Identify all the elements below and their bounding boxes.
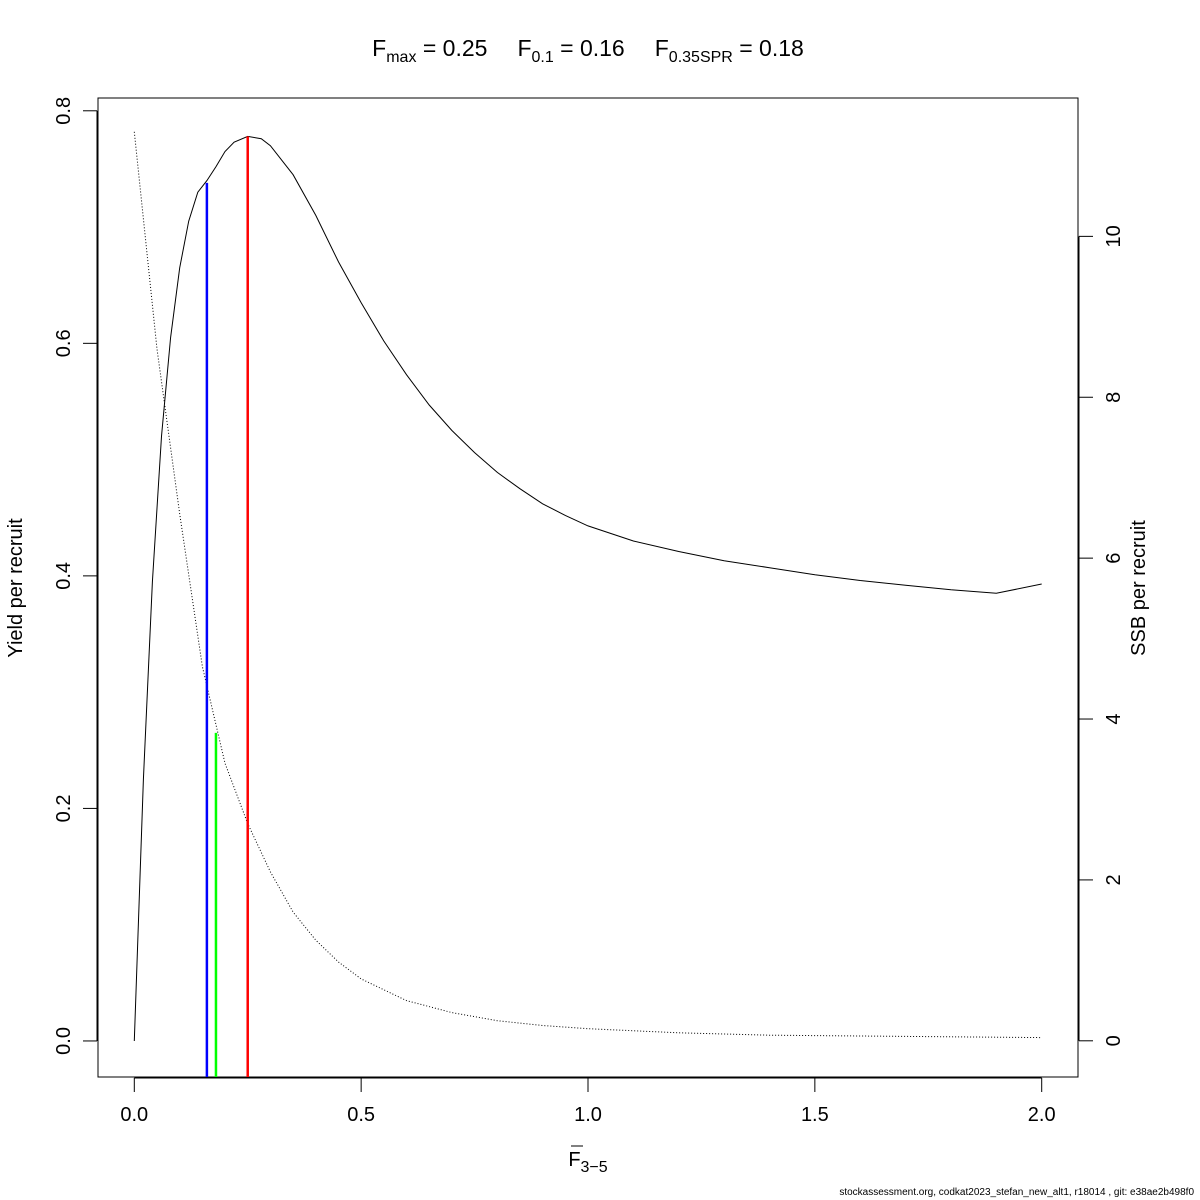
x-tick-label: 1.5 [801,1104,829,1126]
y-tick-label: 0.2 [53,795,75,823]
x-tick-label: 0.0 [120,1104,148,1126]
reference-lines [205,136,249,1077]
y-tick-label: 0.6 [53,329,75,357]
title-fmax-eq: = 0.25 [416,35,487,61]
yield-per-recruit-line [133,135,1042,1042]
series-layer [133,131,1042,1042]
y2-tick-label: 4 [1103,713,1125,724]
x-axis-label: F3−5 [568,1149,607,1176]
title-fmax-base: F [372,35,386,61]
footer-credit: stockassessment.org, codkat2023_stefan_n… [839,1187,1194,1198]
x-tick-label: 0.5 [347,1104,375,1126]
x-axis-label-base: F [568,1149,580,1171]
ssb-per-recruit-line [133,131,1042,1039]
chart-title: Fmax = 0.25 F0.1 = 0.16 F0.35SPR = 0.18 [372,35,804,66]
title-fmax-sub: max [386,49,416,66]
y-tick-label: 0.8 [53,97,75,125]
title-fspr-base: F [655,35,669,61]
axes: 0.0 0.5 1.0 1.5 2.0 0.0 0.2 0.4 0.6 0.8 0 2 4 6 8 10 [53,97,1125,1126]
y2-tick-label: 10 [1103,225,1125,247]
y2-tick-label: 0 [1103,1035,1125,1046]
y2-tick-label: 8 [1103,392,1125,403]
title-f01-base: F [517,35,531,61]
x-axis-label-sub: 3−5 [581,1159,608,1176]
title-f01-sub: 0.1 [532,49,554,66]
x-tick-label: 2.0 [1028,1104,1056,1126]
title-fspr-sub: 0.35SPR [669,49,733,66]
y-tick-label: 0.4 [53,562,75,590]
plot-frame [97,97,1079,1078]
y-axis-label: Yield per recruit [5,518,27,658]
x-tick-label: 1.0 [574,1104,602,1126]
y-tick-label: 0.0 [53,1027,75,1055]
title-f01-eq: = 0.16 [554,35,625,61]
y2-tick-label: 2 [1103,874,1125,885]
title-fspr-eq: = 0.18 [733,35,804,61]
y2-axis-label: SSB per recruit [1128,520,1150,656]
y2-tick-label: 6 [1103,553,1125,564]
